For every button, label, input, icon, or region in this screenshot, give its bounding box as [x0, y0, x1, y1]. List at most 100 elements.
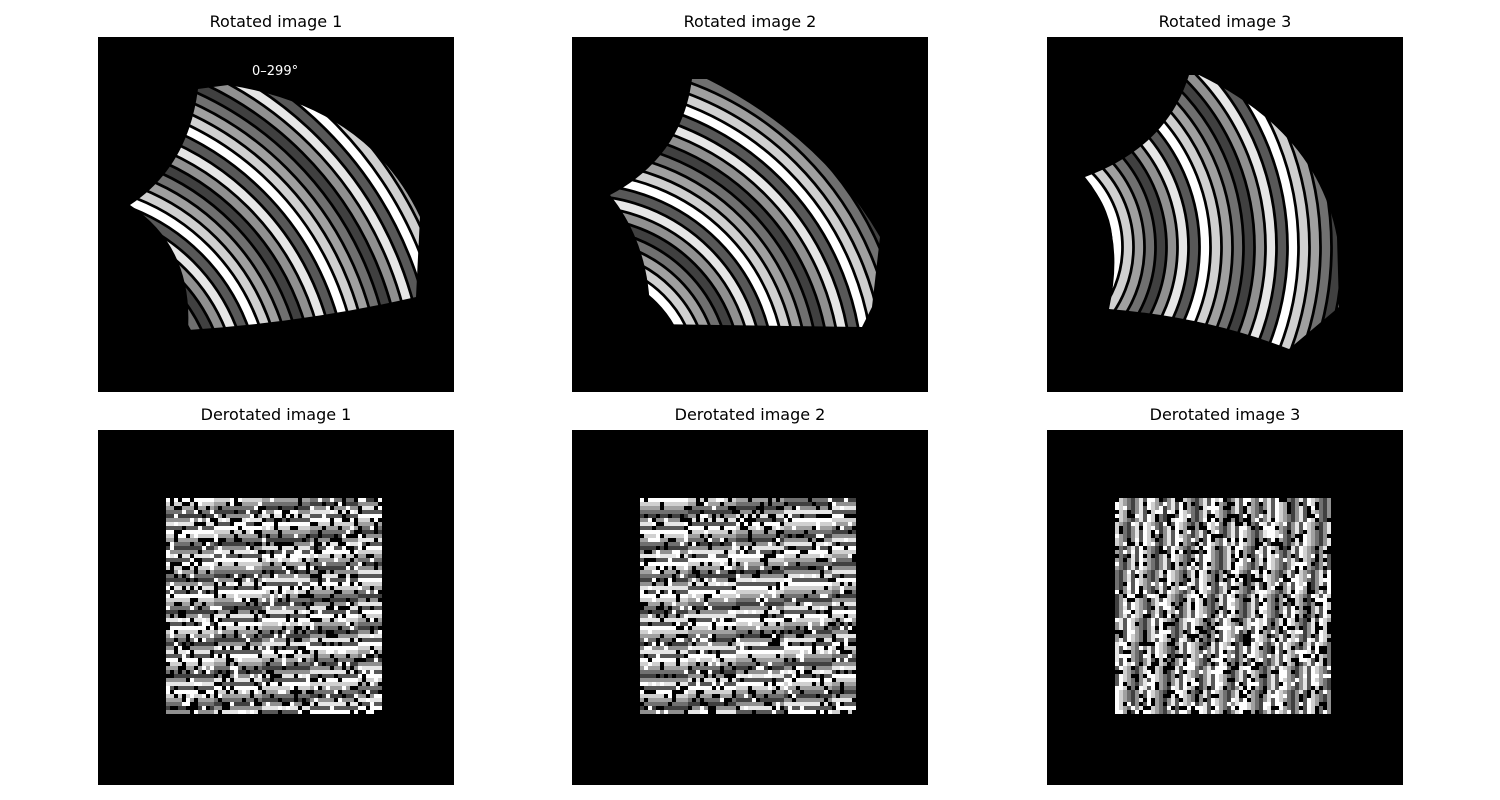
- pixel-cell: [298, 706, 302, 710]
- pixel-cell: [680, 546, 684, 550]
- pixel-cell: [648, 578, 652, 582]
- pixel-cell: [664, 586, 668, 590]
- pixel-cell: [696, 618, 700, 622]
- pixel-cell: [692, 522, 696, 526]
- pixel-cell: [238, 686, 242, 690]
- pixel-cell: [210, 542, 214, 546]
- pixel-cell: [378, 674, 382, 678]
- pixel-cell: [250, 646, 254, 650]
- pixel-cell: [178, 666, 182, 670]
- pixel-cell: [278, 630, 282, 634]
- pixel-cell: [732, 578, 736, 582]
- pixel-cell: [246, 554, 250, 558]
- pixel-cell: [828, 566, 832, 570]
- pixel-cell: [696, 530, 700, 534]
- pixel-cell: [178, 566, 182, 570]
- pixel-cell: [306, 498, 310, 502]
- pixel-cell: [226, 590, 230, 594]
- pixel-cell: [306, 634, 310, 638]
- pixel-cell: [282, 658, 286, 662]
- pixel-cell: [772, 582, 776, 586]
- pixel-cell: [258, 614, 262, 618]
- pixel-cell: [704, 522, 708, 526]
- pixel-cell: [170, 626, 174, 630]
- pixel-cell: [282, 498, 286, 502]
- pixel-cell: [816, 594, 820, 598]
- pixel-cell: [852, 538, 856, 542]
- pixel-cell: [704, 618, 708, 622]
- pixel-cell: [652, 566, 656, 570]
- pixel-cell: [788, 590, 792, 594]
- pixel-cell: [358, 626, 362, 630]
- pixel-cell: [370, 710, 374, 714]
- pixel-cell: [302, 550, 306, 554]
- pixel-cell: [218, 550, 222, 554]
- pixel-cell: [274, 614, 278, 618]
- pixel-cell: [222, 554, 226, 558]
- pixel-cell: [370, 610, 374, 614]
- pixel-cell: [346, 502, 350, 506]
- pixel-cell: [230, 526, 234, 530]
- pixel-cell: [374, 534, 378, 538]
- pixel-cell: [820, 510, 824, 514]
- pixel-cell: [652, 574, 656, 578]
- pixel-cell: [250, 606, 254, 610]
- pixel-cell: [234, 670, 238, 674]
- pixel-cell: [764, 558, 768, 562]
- pixel-cell: [644, 574, 648, 578]
- pixel-cell: [688, 538, 692, 542]
- pixel-cell: [274, 698, 278, 702]
- pixel-cell: [366, 586, 370, 590]
- pixel-cell: [198, 558, 202, 562]
- pixel-cell: [816, 582, 820, 586]
- pixel-cell: [306, 526, 310, 530]
- pixel-cell: [374, 694, 378, 698]
- pixel-cell: [230, 658, 234, 662]
- pixel-cell: [330, 630, 334, 634]
- pixel-cell: [326, 706, 330, 710]
- pixel-cell: [812, 634, 816, 638]
- pixel-cell: [756, 554, 760, 558]
- pixel-cell: [198, 622, 202, 626]
- pixel-cell: [792, 542, 796, 546]
- pixel-cell: [322, 578, 326, 582]
- pixel-cell: [326, 530, 330, 534]
- pixel-cell: [278, 694, 282, 698]
- pixel-cell: [680, 506, 684, 510]
- pixel-cell: [226, 530, 230, 534]
- pixel-cell: [254, 622, 258, 626]
- pixel-cell: [840, 542, 844, 546]
- pixel-cell: [748, 558, 752, 562]
- pixel-cell: [298, 666, 302, 670]
- pixel-cell: [684, 530, 688, 534]
- pixel-cell: [832, 574, 836, 578]
- pixel-cell: [330, 578, 334, 582]
- pixel-cell: [310, 530, 314, 534]
- pixel-cell: [808, 570, 812, 574]
- pixel-cell: [804, 630, 808, 634]
- pixel-cell: [708, 542, 712, 546]
- pixel-cell: [800, 546, 804, 550]
- pixel-cell: [660, 498, 664, 502]
- pixel-cell: [350, 678, 354, 682]
- pixel-cell: [852, 558, 856, 562]
- pixel-cell: [676, 530, 680, 534]
- pixel-cell: [652, 546, 656, 550]
- pixel-cell: [246, 654, 250, 658]
- pixel-cell: [828, 582, 832, 586]
- pixel-cell: [358, 514, 362, 518]
- panel-title-rotated-3: Rotated image 3: [1158, 12, 1292, 31]
- pixel-cell: [342, 498, 346, 502]
- pixel-cell: [354, 510, 358, 514]
- pixel-cell: [242, 698, 246, 702]
- pixel-cell: [728, 574, 732, 578]
- pixel-cell: [314, 666, 318, 670]
- pixel-cell: [812, 554, 816, 558]
- pixel-cell: [334, 542, 338, 546]
- pixel-cell: [652, 602, 656, 606]
- pixel-cell: [198, 666, 202, 670]
- pixel-cell: [378, 614, 382, 618]
- pixel-cell: [366, 654, 370, 658]
- pixel-cell: [226, 542, 230, 546]
- pixel-cell: [202, 694, 206, 698]
